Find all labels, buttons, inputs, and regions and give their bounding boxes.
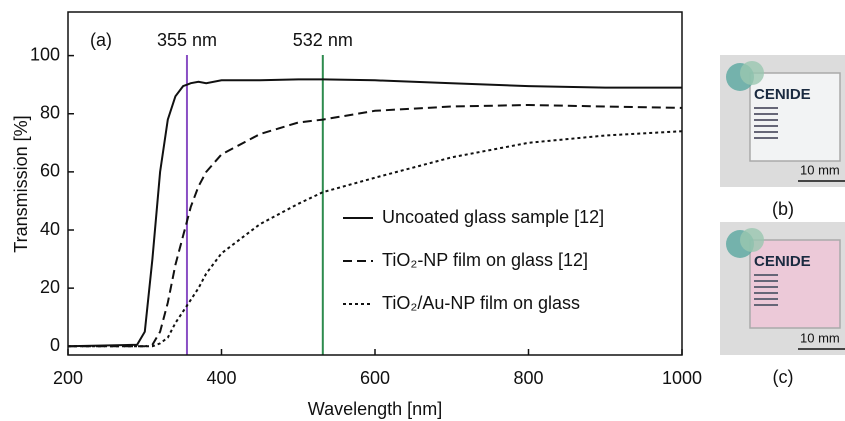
photo-label: (c) bbox=[773, 367, 794, 387]
x-tick-label: 600 bbox=[360, 368, 390, 388]
series-line bbox=[68, 130, 683, 348]
scale-label: 10 mm bbox=[800, 330, 840, 345]
series-line bbox=[67, 78, 682, 348]
logo-small-print bbox=[754, 280, 778, 282]
panel-label: (a) bbox=[90, 30, 112, 50]
y-tick-label: 0 bbox=[50, 335, 60, 355]
photo: CENIDE 10 mm bbox=[720, 55, 845, 187]
logo-small-print bbox=[754, 292, 778, 294]
logo-small-print bbox=[754, 107, 778, 109]
legend-label: Uncoated glass sample [12] bbox=[382, 207, 604, 227]
logo-small-print bbox=[754, 137, 778, 139]
logo-small-print bbox=[754, 131, 778, 133]
x-axis-title: Wavelength [nm] bbox=[308, 399, 442, 419]
plot-frame bbox=[67, 11, 683, 356]
scale-label: 10 mm bbox=[800, 162, 840, 177]
logo-circle bbox=[740, 61, 764, 85]
logo-circle bbox=[740, 228, 764, 252]
glass-slide bbox=[749, 72, 841, 162]
logo-small-print bbox=[754, 119, 778, 121]
marker-label: 532 nm bbox=[293, 30, 353, 50]
logo-small-print bbox=[754, 298, 778, 300]
y-tick-label: 80 bbox=[40, 102, 60, 122]
logo-small-print bbox=[754, 286, 778, 288]
photo-label: (b) bbox=[772, 199, 794, 219]
x-tick-label: 200 bbox=[53, 368, 83, 388]
y-tick-label: 60 bbox=[40, 161, 60, 181]
legend-label: TiO₂-NP film on glass [12] bbox=[382, 250, 588, 270]
y-tick-label: 20 bbox=[40, 277, 60, 297]
x-tick-label: 800 bbox=[513, 368, 543, 388]
series-line bbox=[68, 103, 683, 348]
logo-text: CENIDE bbox=[754, 86, 811, 103]
y-tick-label: 100 bbox=[30, 44, 60, 64]
x-tick-label: 400 bbox=[206, 368, 236, 388]
photo: CENIDE 10 mm bbox=[720, 222, 845, 355]
logo-text: CENIDE bbox=[754, 253, 811, 270]
marker-label: 355 nm bbox=[157, 30, 217, 50]
logo-small-print bbox=[754, 304, 778, 306]
y-tick-label: 40 bbox=[40, 219, 60, 239]
logo-small-print bbox=[754, 113, 778, 115]
x-tick-label: 1000 bbox=[662, 368, 702, 388]
logo-small-print bbox=[754, 274, 778, 276]
glass-slide bbox=[749, 239, 841, 329]
y-axis-title: Transmission [%] bbox=[11, 115, 31, 252]
logo-small-print bbox=[754, 125, 778, 127]
legend-label: TiO₂/Au-NP film on glass bbox=[382, 293, 580, 313]
